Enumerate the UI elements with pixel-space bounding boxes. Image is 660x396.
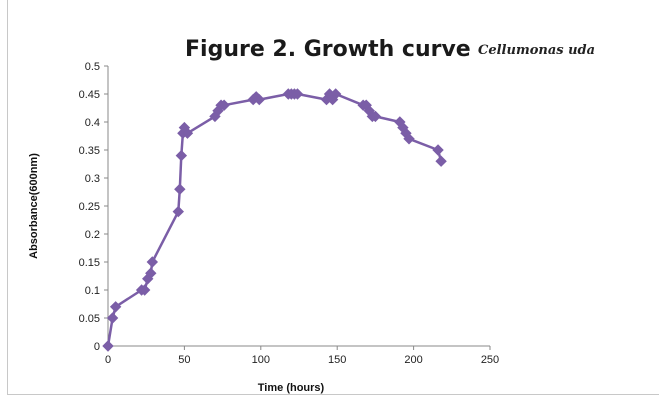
- data-series: [102, 88, 447, 352]
- axes: [104, 65, 491, 350]
- data-point: [102, 340, 114, 352]
- x-tick-label: 200: [404, 354, 422, 366]
- y-axis-label: Absorbance(600nm): [28, 153, 40, 259]
- data-point: [181, 127, 194, 139]
- x-axis-label: Time (hours): [258, 382, 325, 394]
- data-point: [145, 267, 157, 279]
- data-point: [106, 312, 119, 324]
- x-tick-label: 50: [178, 354, 190, 366]
- x-tick-label: 150: [328, 354, 346, 366]
- data-point: [174, 183, 186, 195]
- y-tick-label: 0.15: [79, 257, 100, 269]
- y-tick-label: 0.35: [79, 145, 100, 157]
- data-point: [172, 205, 184, 218]
- data-point: [435, 155, 447, 167]
- data-point: [369, 110, 382, 123]
- y-tick-label: 0.05: [79, 313, 100, 325]
- data-point: [138, 284, 151, 296]
- chart-subtitle: Cellumonas uda: [478, 43, 595, 58]
- series-line: [106, 92, 443, 347]
- y-tick-label: 0: [94, 341, 100, 353]
- y-tick-label: 0.45: [79, 89, 100, 101]
- data-point: [329, 88, 342, 100]
- y-tick-label: 0.4: [85, 117, 100, 129]
- data-point: [175, 149, 188, 162]
- y-tick-label: 0.5: [85, 61, 100, 73]
- data-point: [253, 93, 265, 106]
- x-tick-label: 250: [481, 354, 499, 366]
- growth-curve-chart: Figure 2. Growth curve Cellumonas uda 00…: [28, 37, 595, 394]
- y-tick-label: 0.2: [85, 229, 100, 241]
- y-tick-label: 0.3: [85, 173, 100, 185]
- data-point: [291, 88, 304, 100]
- chart-title: Figure 2. Growth curve: [185, 37, 471, 62]
- tick-labels: 0 0.05 0.1 0.15 0.2 0.25 0.3 0.35 0.4 0.45 0.5 0 50 1…: [79, 61, 500, 366]
- y-tick-label: 0.25: [79, 201, 100, 213]
- data-point: [432, 144, 444, 156]
- data-point: [218, 99, 230, 111]
- data-point: [403, 133, 415, 145]
- y-tick-label: 0.1: [85, 285, 100, 297]
- x-tick-label: 0: [105, 354, 111, 366]
- x-tick-label: 100: [252, 354, 270, 366]
- data-point: [109, 301, 122, 313]
- data-point: [146, 256, 159, 268]
